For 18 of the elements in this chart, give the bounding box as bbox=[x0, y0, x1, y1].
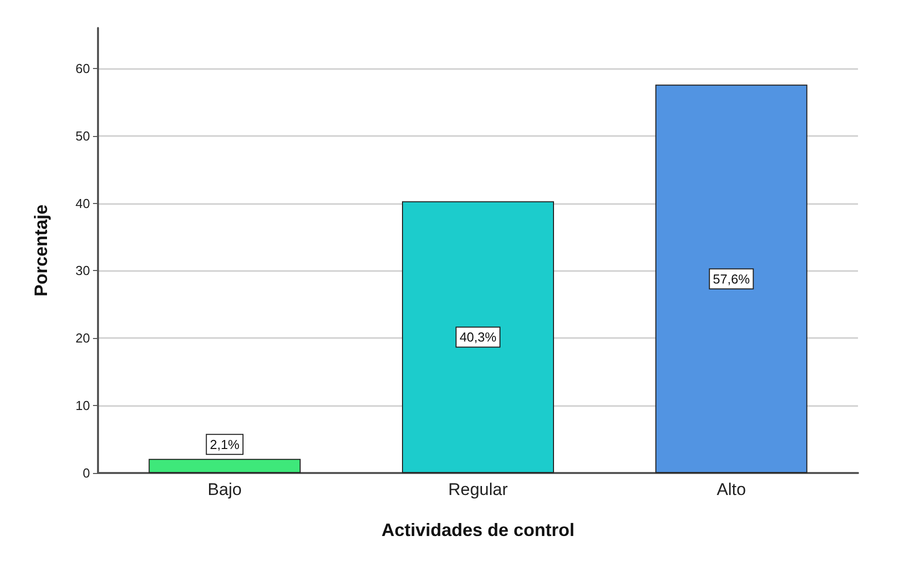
y-tick-label: 30 bbox=[76, 263, 90, 278]
y-tick-label: 10 bbox=[76, 398, 90, 414]
data-label: 40,3% bbox=[460, 330, 497, 345]
y-tick-label: 20 bbox=[76, 330, 90, 346]
x-tick-label: Regular bbox=[448, 480, 508, 499]
y-tick-label: 60 bbox=[76, 60, 90, 76]
bar bbox=[148, 458, 301, 473]
bar bbox=[655, 84, 808, 473]
y-tick-label: 50 bbox=[76, 128, 90, 144]
x-tick-label: Bajo bbox=[208, 480, 242, 499]
x-tick-label: Alto bbox=[716, 480, 746, 499]
y-axis-title: Porcentaje bbox=[31, 204, 51, 297]
y-tick-label: 40 bbox=[76, 196, 90, 211]
data-label: 57,6% bbox=[712, 271, 750, 286]
data-label: 2,1% bbox=[210, 436, 240, 452]
y-tick-label: 0 bbox=[82, 466, 90, 480]
x-axis-title: Actividades de control bbox=[381, 520, 575, 540]
bar bbox=[402, 201, 554, 473]
